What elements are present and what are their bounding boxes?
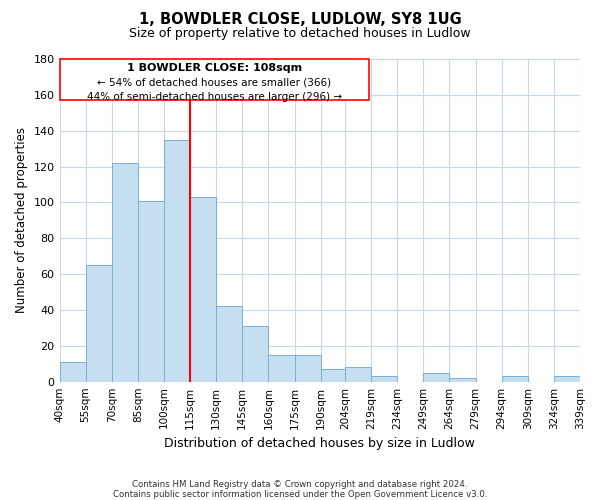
Bar [242,326,268,382]
Bar [164,140,190,382]
Text: 1, BOWDLER CLOSE, LUDLOW, SY8 1UG: 1, BOWDLER CLOSE, LUDLOW, SY8 1UG [139,12,461,28]
Bar [112,163,138,382]
Bar [138,200,164,382]
Bar [86,265,112,382]
Text: Contains public sector information licensed under the Open Government Licence v3: Contains public sector information licen… [113,490,487,499]
Bar [554,376,580,382]
Text: 1 BOWDLER CLOSE: 108sqm: 1 BOWDLER CLOSE: 108sqm [127,64,302,74]
Bar [295,355,320,382]
Y-axis label: Number of detached properties: Number of detached properties [15,128,28,314]
FancyBboxPatch shape [59,59,370,100]
Bar [449,378,476,382]
X-axis label: Distribution of detached houses by size in Ludlow: Distribution of detached houses by size … [164,437,475,450]
Bar [59,362,86,382]
Bar [502,376,528,382]
Text: Size of property relative to detached houses in Ludlow: Size of property relative to detached ho… [129,28,471,40]
Bar [216,306,242,382]
Bar [320,369,345,382]
Bar [268,355,295,382]
Text: Contains HM Land Registry data © Crown copyright and database right 2024.: Contains HM Land Registry data © Crown c… [132,480,468,489]
Bar [190,197,216,382]
Bar [371,376,397,382]
Bar [345,368,371,382]
Text: 44% of semi-detached houses are larger (296) →: 44% of semi-detached houses are larger (… [87,92,342,102]
Bar [424,372,449,382]
Text: ← 54% of detached houses are smaller (366): ← 54% of detached houses are smaller (36… [97,78,332,88]
